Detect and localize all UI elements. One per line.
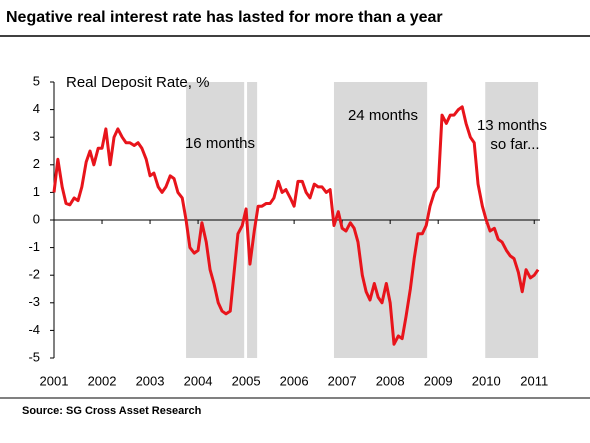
y-tick-label: -1: [28, 239, 40, 254]
y-tick-label: 4: [33, 101, 40, 116]
source: Source: SG Cross Asset Research: [22, 405, 202, 417]
plot: -5 -4 -3 -2 -1 0 1 2 3 4 5 2001 2002 2003 2004 2005 2006…: [28, 73, 548, 388]
annotation: 13 months: [477, 117, 547, 134]
x-tick-label: 2001: [40, 373, 69, 388]
x-tick-label: 2003: [136, 373, 165, 388]
x-tick-label: 2004: [184, 373, 213, 388]
x-tick-label: 2009: [424, 373, 453, 388]
x-tick-label: 2011: [520, 373, 548, 388]
annotation: 24 months: [348, 107, 418, 124]
y-tick-label: -2: [28, 267, 40, 282]
y-tick-label: 0: [33, 211, 40, 226]
y-tick-label: 1: [33, 184, 40, 199]
data-line: [52, 105, 540, 346]
chart-title: Negative real interest rate has lasted f…: [6, 9, 443, 26]
annotation: 16 months: [185, 135, 255, 152]
y-tick-label: -4: [28, 322, 40, 337]
y-tick-label: -5: [28, 349, 40, 364]
x-tick-label: 2002: [88, 373, 117, 388]
y-tick-label: 3: [33, 129, 40, 144]
x-tick-label: 2007: [328, 373, 357, 388]
y-tick-label: -3: [28, 294, 40, 309]
y-axis-label: Real Deposit Rate, %: [66, 74, 209, 91]
x-tick-label: 2006: [280, 373, 309, 388]
y-tick-label: 2: [33, 156, 40, 171]
x-tick-label: 2005: [232, 373, 261, 388]
annotation: so far...: [490, 136, 539, 153]
y-tick-label: 5: [33, 73, 40, 88]
x-tick-label: 2008: [376, 373, 405, 388]
x-tick-label: 2010: [472, 373, 501, 388]
